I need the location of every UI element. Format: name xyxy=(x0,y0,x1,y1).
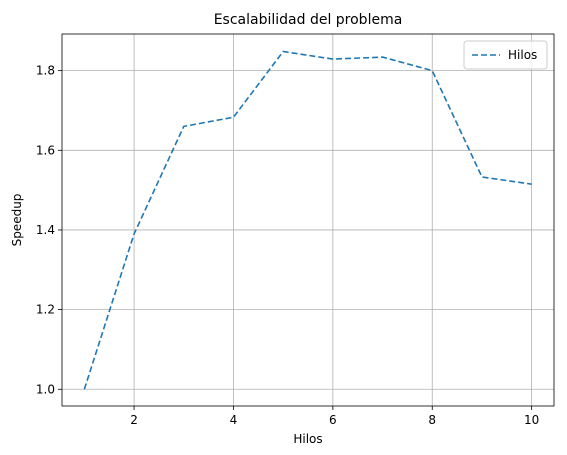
x-tick-label: 10 xyxy=(524,413,539,427)
y-tick-label: 1.2 xyxy=(36,303,55,317)
y-tick-label: 1.6 xyxy=(36,143,55,157)
series-line xyxy=(83,50,532,390)
series-group xyxy=(83,50,532,390)
y-tick-label: 1.0 xyxy=(36,382,55,396)
x-tick-label: 6 xyxy=(329,413,337,427)
data-point xyxy=(481,176,483,178)
legend-label: Hilos xyxy=(508,48,537,62)
axes-frame xyxy=(61,33,555,407)
grid-lines xyxy=(62,34,554,406)
y-tick-label: 1.4 xyxy=(36,223,55,237)
chart-title: Escalabilidad del problema xyxy=(214,12,403,28)
x-tick-label: 2 xyxy=(130,413,138,427)
data-point xyxy=(431,69,433,71)
y-tick-label: 1.8 xyxy=(36,64,55,78)
data-point xyxy=(232,116,234,118)
x-axis-label: Hilos xyxy=(293,432,322,446)
data-point xyxy=(83,388,85,390)
legend: Hilos xyxy=(463,40,548,70)
legend-box xyxy=(463,40,548,70)
data-point xyxy=(530,183,532,185)
data-point xyxy=(133,233,135,235)
data-point xyxy=(282,50,284,52)
data-point xyxy=(183,125,185,127)
data-point xyxy=(332,58,334,60)
ticks-group: 2 4 6 8 10 1.0 1.2 1.4 1.6 1.8 xyxy=(36,64,539,427)
y-axis-label: Speedup xyxy=(10,194,24,247)
x-tick-label: 8 xyxy=(428,413,436,427)
x-tick-label: 4 xyxy=(230,413,238,427)
data-point xyxy=(381,56,383,58)
